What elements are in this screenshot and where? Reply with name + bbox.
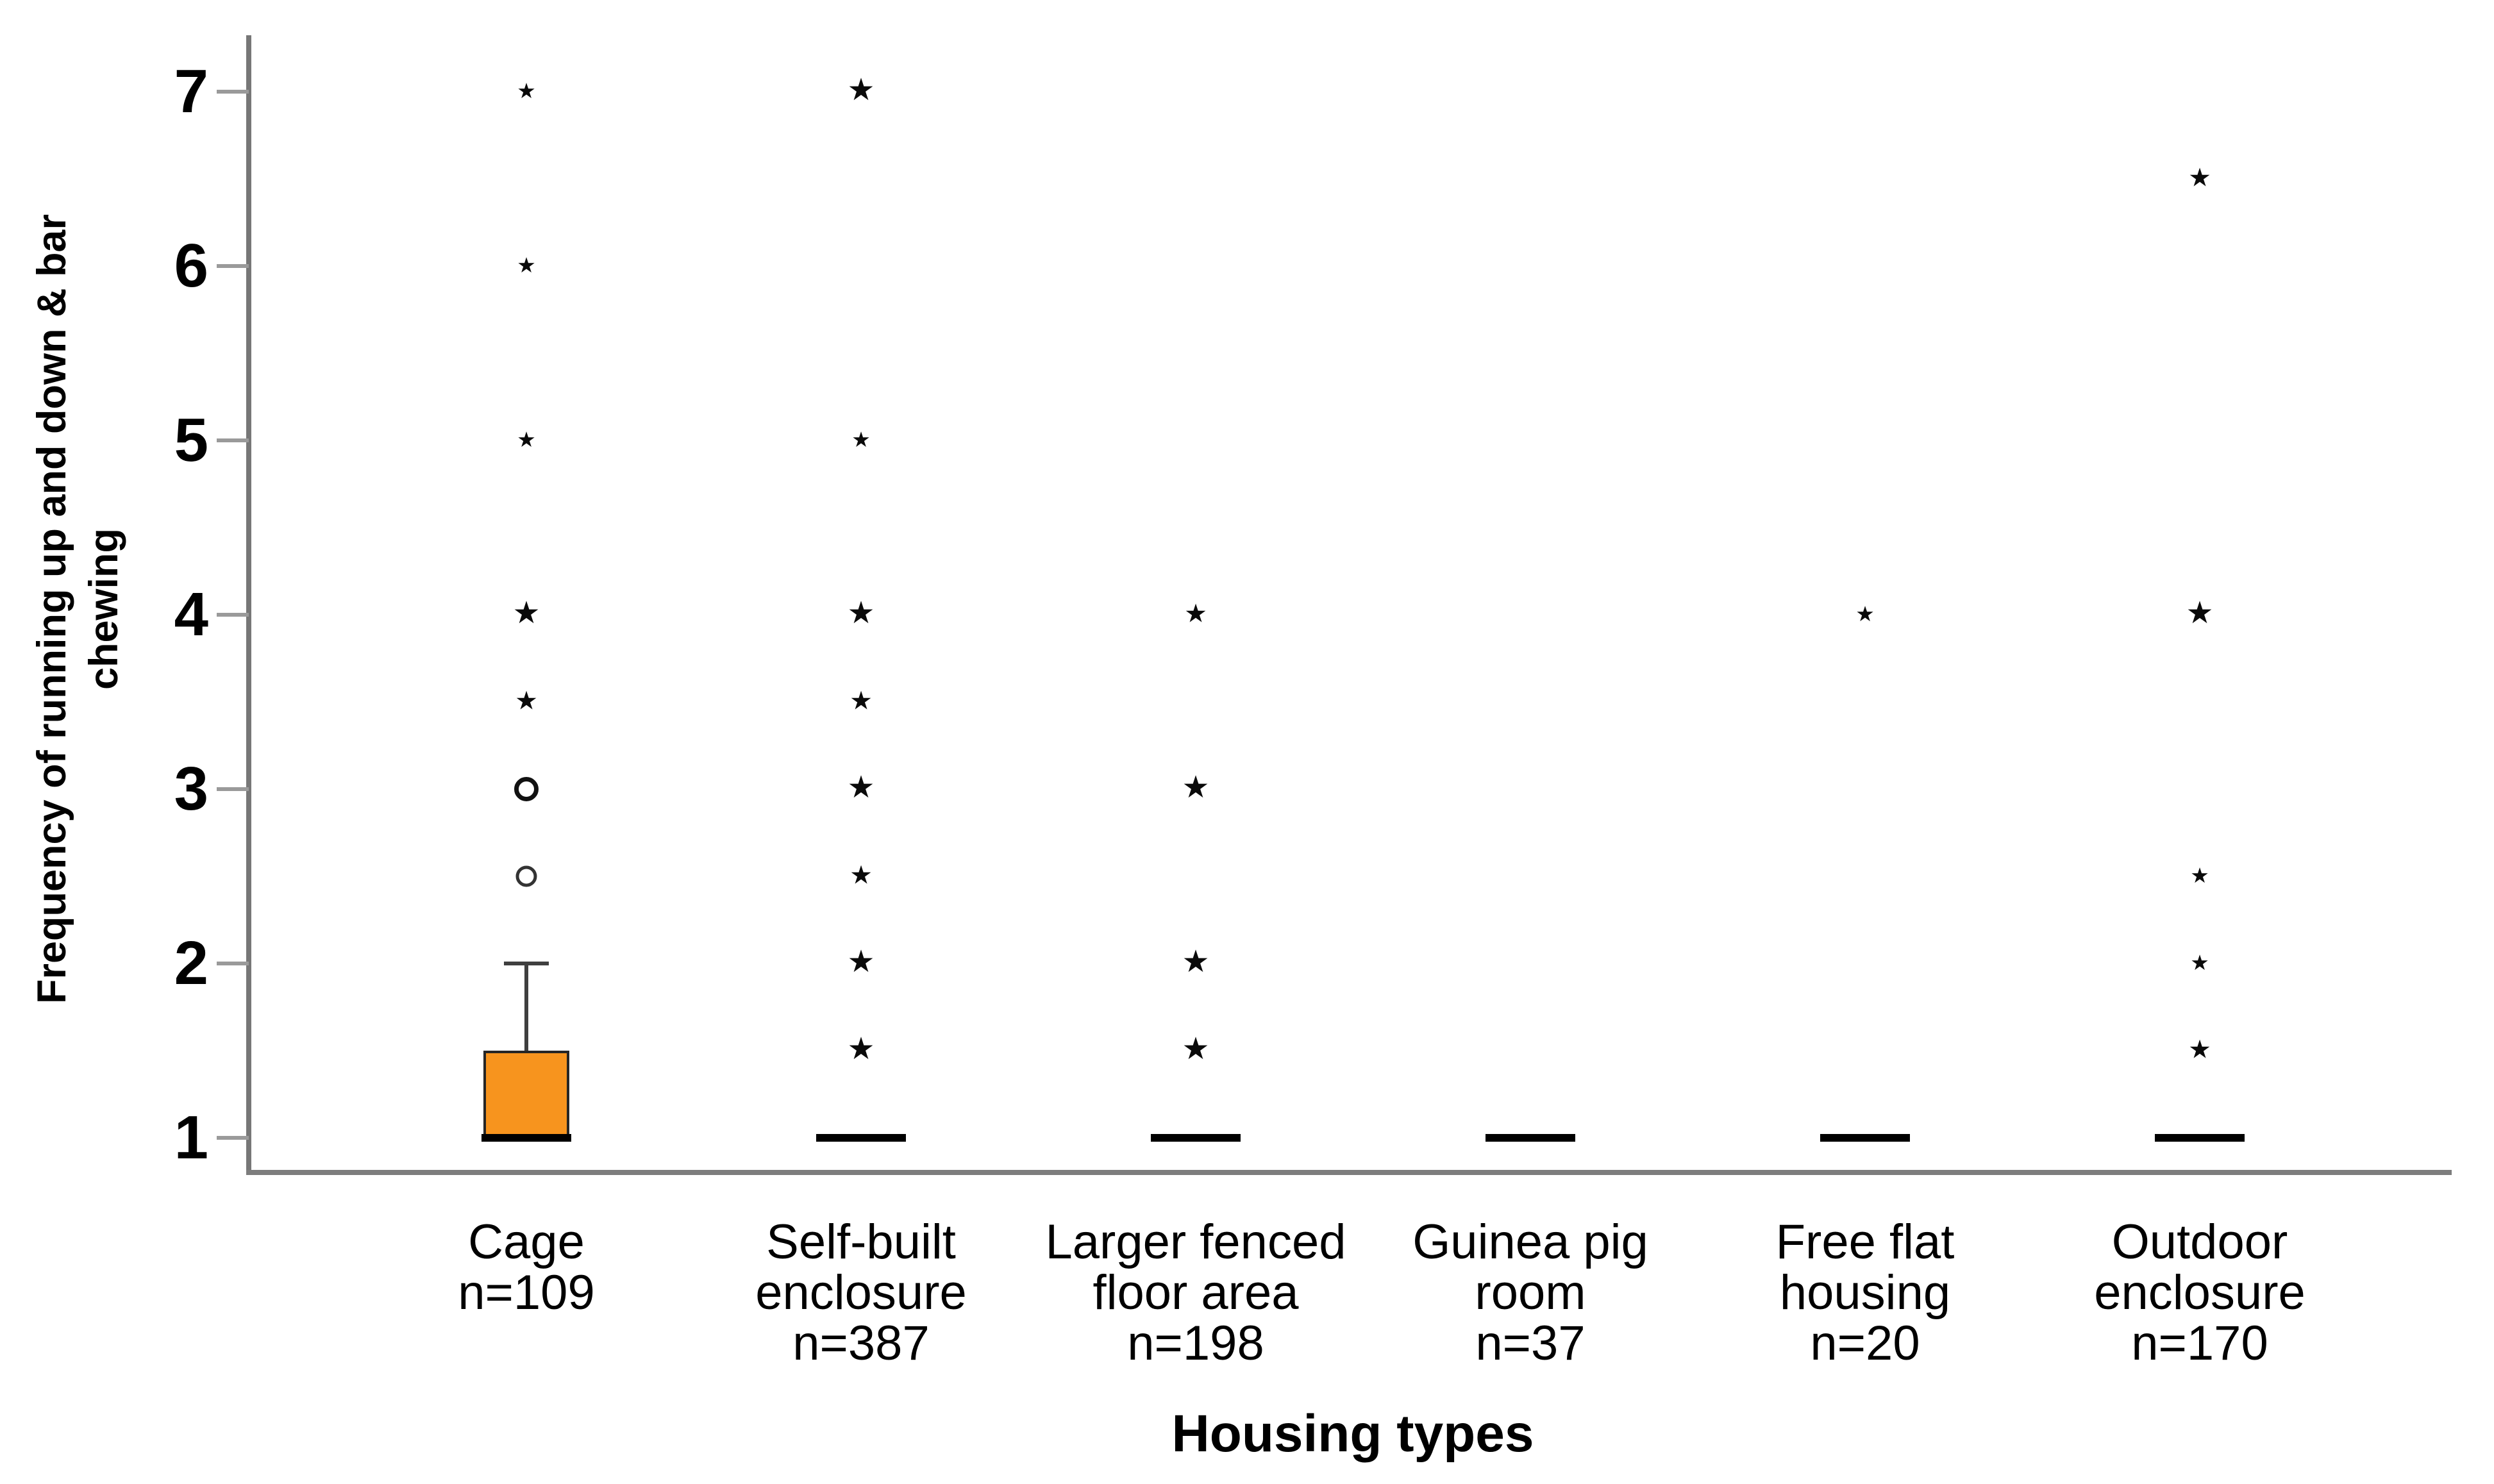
y-axis-line bbox=[246, 35, 251, 1175]
outlier-star: ★ bbox=[2190, 951, 2209, 975]
outlier-star: ★ bbox=[2188, 163, 2211, 192]
y-axis-tick bbox=[217, 264, 249, 268]
outlier-star: ★ bbox=[847, 771, 875, 805]
y-axis-tick bbox=[217, 613, 249, 617]
outlier-star: ★ bbox=[1182, 945, 1210, 980]
y-axis-tick bbox=[217, 90, 249, 94]
outlier-star: ★ bbox=[851, 428, 871, 452]
outlier-star: ★ bbox=[2188, 1035, 2211, 1064]
outlier-star: ★ bbox=[515, 687, 538, 715]
outlier-star: ★ bbox=[1182, 771, 1210, 805]
outlier-circle bbox=[514, 777, 539, 801]
outlier-star: ★ bbox=[847, 73, 875, 108]
median-line bbox=[1820, 1134, 1910, 1142]
outlier-star: ★ bbox=[1184, 599, 1207, 628]
y-tick-label: 1 bbox=[174, 1103, 208, 1172]
x-tick-label: Outdoor enclosure n=170 bbox=[2094, 1215, 2306, 1371]
x-axis-title: Housing types bbox=[1171, 1405, 1534, 1463]
outlier-star: ★ bbox=[1182, 1032, 1210, 1067]
y-tick-label: 7 bbox=[174, 57, 208, 126]
outlier-star: ★ bbox=[517, 428, 536, 452]
outlier-star: ★ bbox=[2190, 863, 2209, 888]
outlier-star: ★ bbox=[849, 687, 873, 715]
median-line bbox=[1486, 1134, 1575, 1142]
outlier-star: ★ bbox=[847, 596, 875, 631]
x-axis-line bbox=[246, 1170, 2452, 1175]
outlier-star: ★ bbox=[512, 596, 540, 631]
outlier-star: ★ bbox=[849, 861, 873, 890]
outlier-star: ★ bbox=[517, 253, 536, 278]
y-tick-label: 4 bbox=[174, 580, 208, 649]
whisker-cap bbox=[504, 962, 549, 965]
y-tick-label: 3 bbox=[174, 755, 208, 823]
median-line bbox=[1151, 1134, 1241, 1142]
median-line bbox=[2155, 1134, 2245, 1142]
y-axis-tick bbox=[217, 1136, 249, 1140]
outlier-star: ★ bbox=[2186, 596, 2214, 631]
x-tick-label: Cage n=109 bbox=[458, 1215, 595, 1320]
box bbox=[483, 1051, 569, 1138]
outlier-star: ★ bbox=[847, 945, 875, 980]
outlier-star: ★ bbox=[847, 1032, 875, 1067]
whisker bbox=[524, 963, 528, 1051]
y-tick-label: 6 bbox=[174, 231, 208, 300]
outlier-circle bbox=[515, 865, 537, 887]
y-axis-tick bbox=[217, 962, 249, 965]
median-line bbox=[816, 1134, 906, 1142]
y-axis-tick bbox=[217, 787, 249, 791]
outlier-star: ★ bbox=[517, 79, 536, 103]
x-tick-label: Self-built enclosure n=387 bbox=[755, 1215, 967, 1371]
x-tick-label: Guinea pig room n=37 bbox=[1412, 1215, 1648, 1371]
y-axis-tick bbox=[217, 438, 249, 442]
y-tick-label: 5 bbox=[174, 406, 208, 474]
x-tick-label: Free flat housing n=20 bbox=[1775, 1215, 1955, 1371]
outlier-star: ★ bbox=[1855, 602, 1875, 626]
median-line bbox=[481, 1134, 571, 1142]
x-tick-label: Larger fenced floor area n=198 bbox=[1045, 1215, 1346, 1371]
y-tick-label: 2 bbox=[174, 929, 208, 997]
